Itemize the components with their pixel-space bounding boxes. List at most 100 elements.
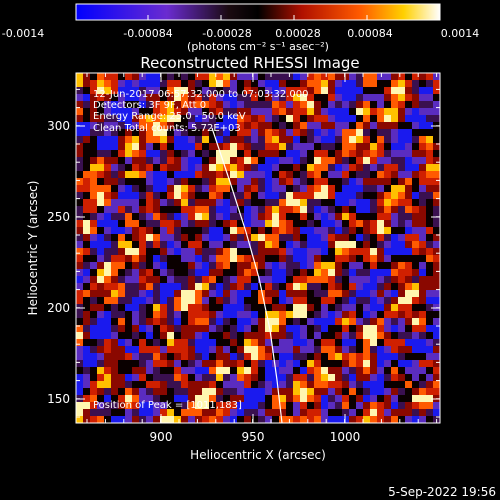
image-pixel <box>167 213 175 221</box>
image-pixel <box>90 136 98 144</box>
image-pixel <box>188 108 196 116</box>
image-pixel <box>118 332 126 340</box>
image-pixel <box>153 185 161 193</box>
image-pixel <box>97 164 105 172</box>
image-pixel <box>202 325 210 333</box>
image-pixel <box>251 220 259 228</box>
image-pixel <box>230 332 238 340</box>
image-pixel <box>83 388 91 396</box>
image-pixel <box>335 346 343 354</box>
image-pixel <box>244 353 252 361</box>
image-pixel <box>251 276 259 284</box>
image-pixel <box>237 101 245 109</box>
image-pixel <box>426 332 434 340</box>
image-pixel <box>230 416 238 423</box>
image-pixel <box>146 143 154 151</box>
image-pixel <box>244 311 252 319</box>
image-pixel <box>398 395 406 403</box>
image-pixel <box>433 402 440 410</box>
image-pixel <box>167 402 175 410</box>
image-pixel <box>146 262 154 270</box>
image-pixel <box>349 213 357 221</box>
image-pixel <box>356 402 364 410</box>
info-line: Clean Total counts: 5.72E+03 <box>93 123 241 134</box>
image-pixel <box>167 94 175 102</box>
image-pixel <box>300 367 308 375</box>
image-pixel <box>286 241 294 249</box>
image-pixel <box>230 73 238 81</box>
image-pixel <box>160 136 168 144</box>
image-pixel <box>426 346 434 354</box>
image-pixel <box>384 290 392 298</box>
image-pixel <box>412 199 420 207</box>
image-pixel <box>405 367 413 375</box>
image-pixel <box>181 227 189 235</box>
image-pixel <box>370 290 378 298</box>
image-pixel <box>363 136 371 144</box>
image-pixel <box>90 73 98 81</box>
image-pixel <box>188 234 196 242</box>
image-pixel <box>286 171 294 179</box>
image-pixel <box>202 178 210 186</box>
image-pixel <box>223 171 231 179</box>
image-pixel <box>216 360 224 368</box>
image-pixel <box>104 325 112 333</box>
image-pixel <box>195 416 203 423</box>
image-pixel <box>300 87 308 95</box>
image-pixel <box>237 332 245 340</box>
image-pixel <box>90 290 98 298</box>
image-pixel <box>202 402 210 410</box>
image-pixel <box>426 283 434 291</box>
image-pixel <box>370 157 378 165</box>
image-pixel <box>83 227 91 235</box>
image-pixel <box>265 157 273 165</box>
image-pixel <box>426 136 434 144</box>
image-pixel <box>391 311 399 319</box>
image-pixel <box>202 318 210 326</box>
image-pixel <box>265 325 273 333</box>
image-pixel <box>188 297 196 305</box>
image-pixel <box>279 94 287 102</box>
image-pixel <box>223 367 231 375</box>
image-pixel <box>384 220 392 228</box>
image-pixel <box>349 346 357 354</box>
image-pixel <box>307 199 315 207</box>
image-pixel <box>279 80 287 88</box>
image-pixel <box>398 206 406 214</box>
image-pixel <box>97 143 105 151</box>
image-pixel <box>370 164 378 172</box>
image-pixel <box>195 94 203 102</box>
image-pixel <box>293 192 301 200</box>
image-pixel <box>244 213 252 221</box>
image-pixel <box>90 269 98 277</box>
image-pixel <box>356 122 364 130</box>
image-pixel <box>356 136 364 144</box>
image-pixel <box>181 241 189 249</box>
image-pixel <box>279 416 287 423</box>
image-pixel <box>265 129 273 137</box>
image-pixel <box>398 402 406 410</box>
image-pixel <box>97 332 105 340</box>
image-pixel <box>370 115 378 123</box>
image-pixel <box>195 262 203 270</box>
image-pixel <box>363 339 371 347</box>
image-pixel <box>104 220 112 228</box>
image-pixel <box>202 248 210 256</box>
image-pixel <box>272 199 280 207</box>
image-pixel <box>384 269 392 277</box>
image-pixel <box>181 220 189 228</box>
image-pixel <box>398 297 406 305</box>
image-pixel <box>377 346 385 354</box>
image-pixel <box>370 206 378 214</box>
image-pixel <box>370 332 378 340</box>
image-pixel <box>342 220 350 228</box>
image-pixel <box>433 220 440 228</box>
image-pixel <box>111 241 119 249</box>
image-pixel <box>419 353 427 361</box>
image-pixel <box>83 136 91 144</box>
image-pixel <box>195 206 203 214</box>
image-pixel <box>146 346 154 354</box>
image-pixel <box>223 199 231 207</box>
image-pixel <box>405 129 413 137</box>
image-pixel <box>118 206 126 214</box>
